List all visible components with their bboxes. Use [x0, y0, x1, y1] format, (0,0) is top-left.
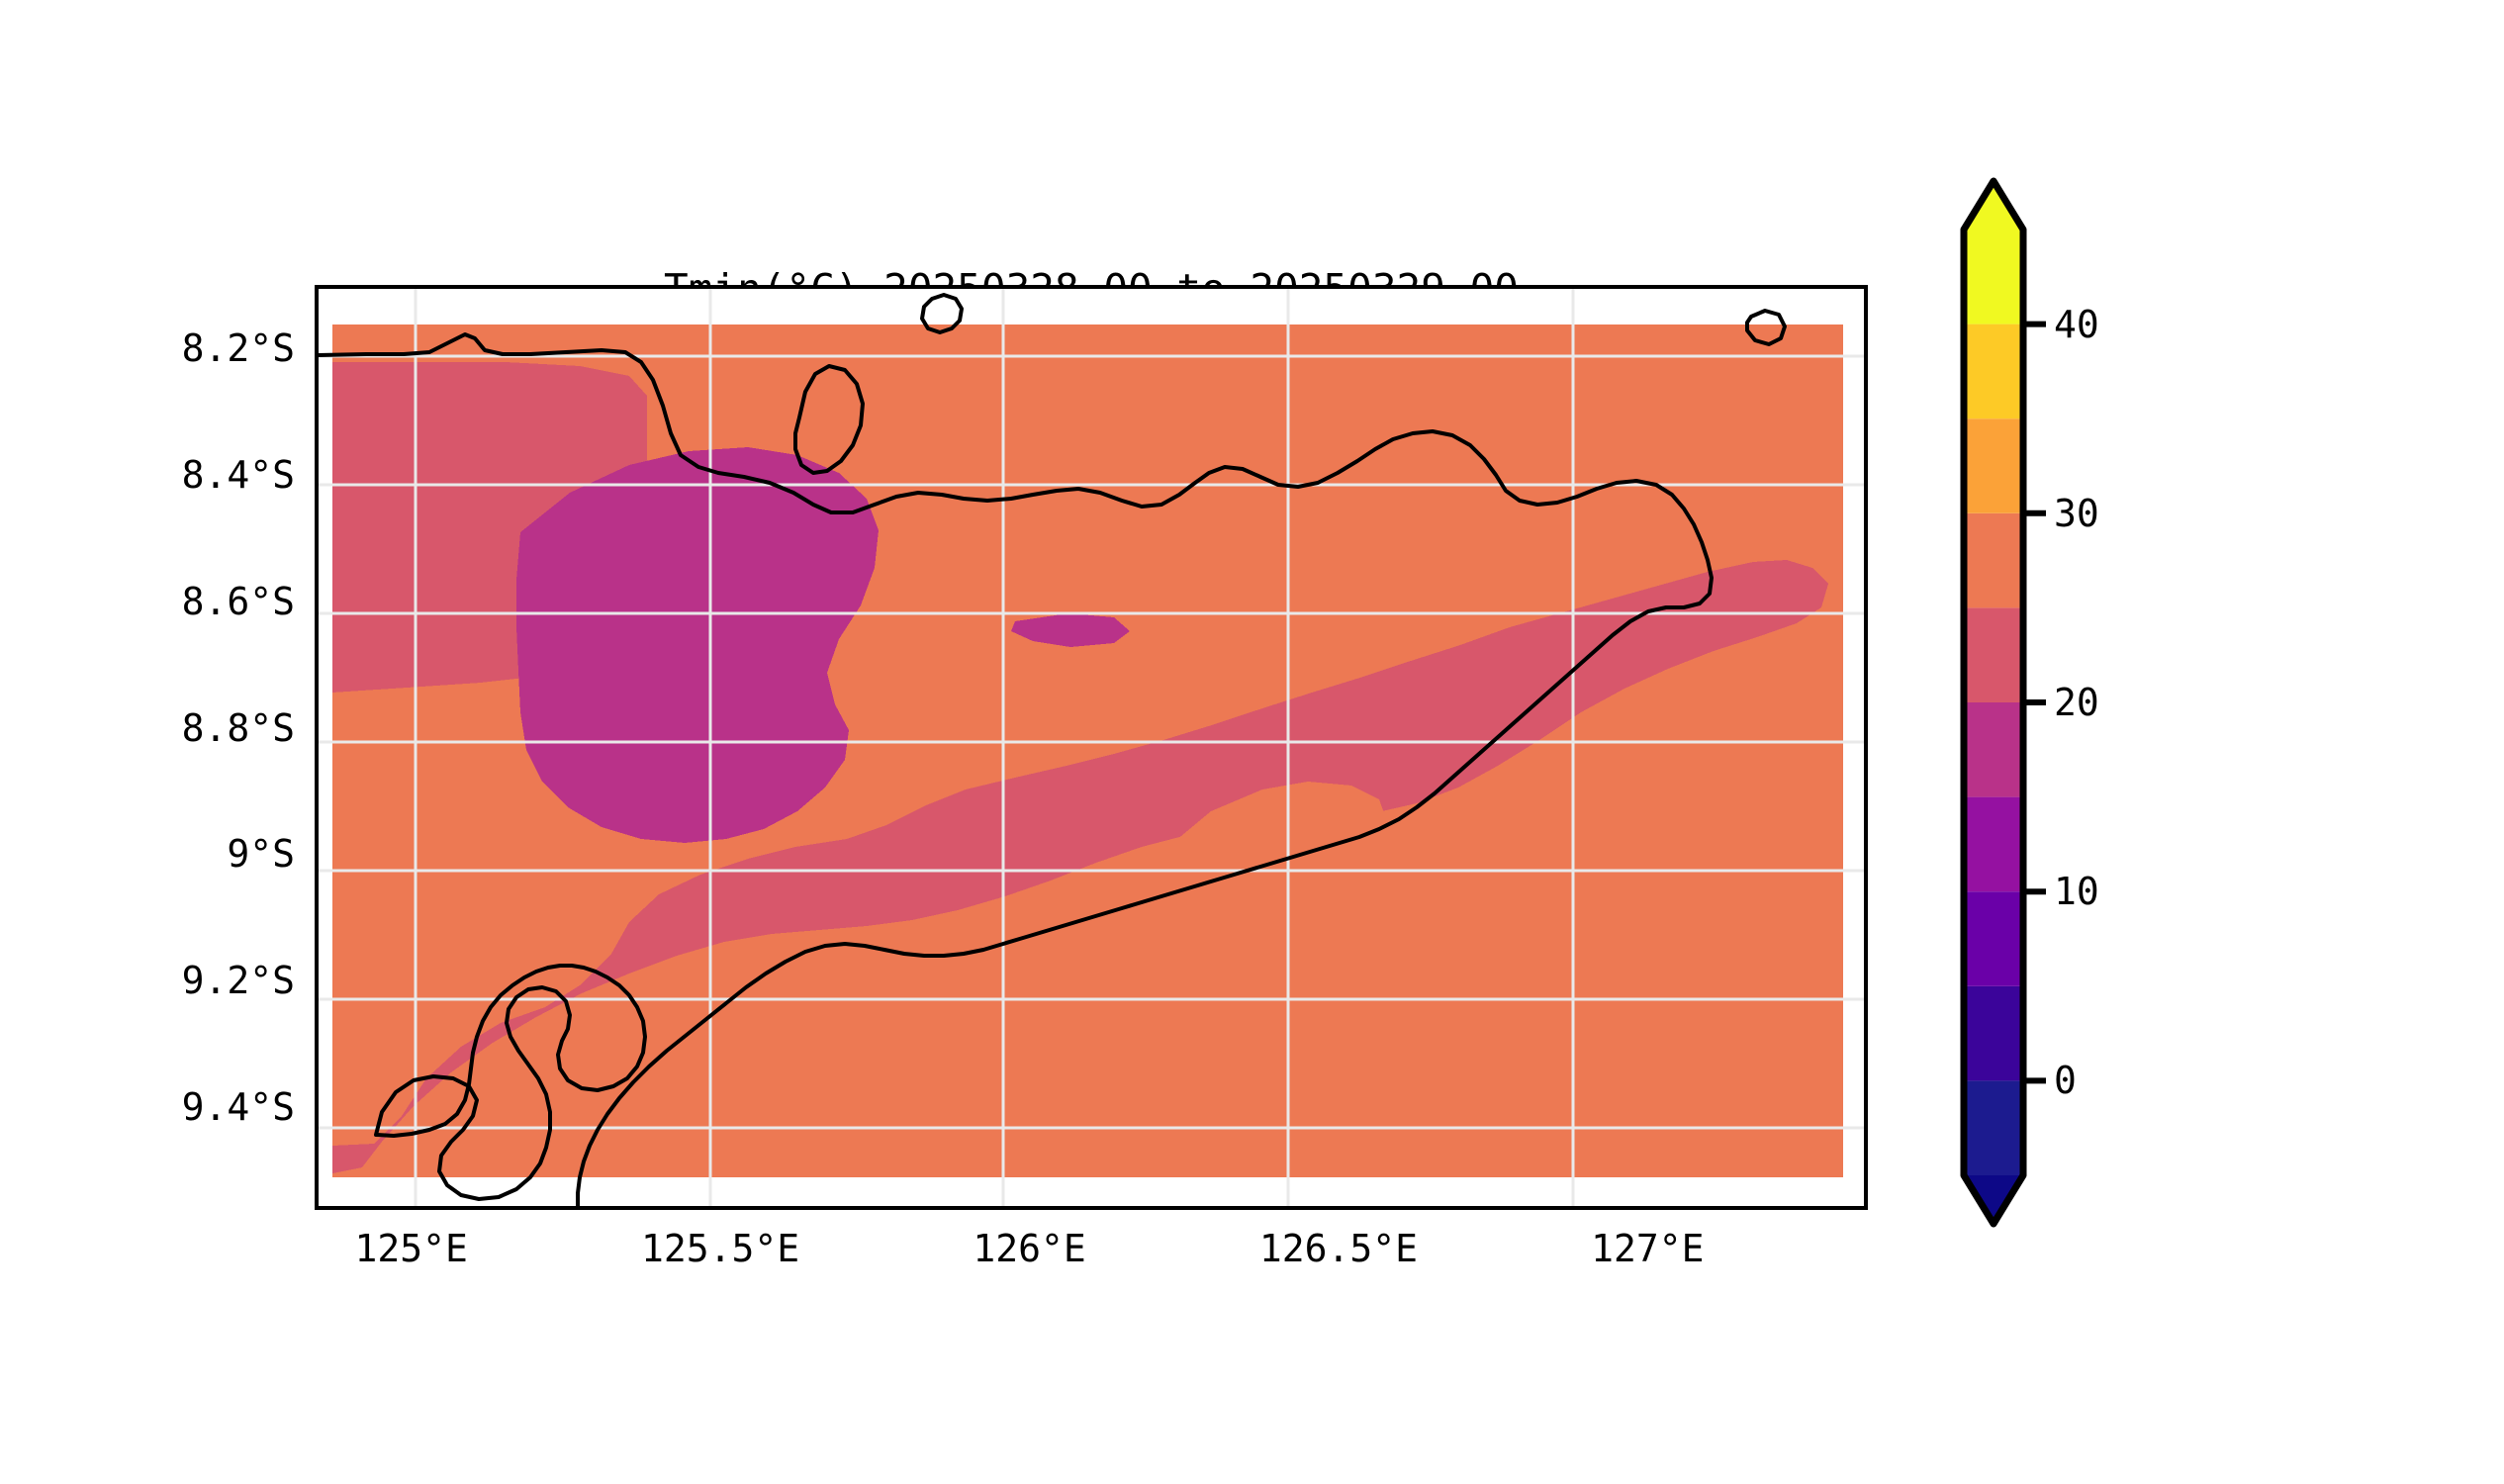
colorbar-tick-label: 10	[2054, 870, 2099, 913]
colorbar-band	[1964, 986, 2023, 1081]
colorbar-tick-label: 40	[2054, 303, 2099, 346]
colorbar-extend-max	[1964, 181, 2023, 230]
y-tick-label: 9.2°S	[182, 959, 295, 1002]
y-axis-tick-labels: 8.2°S 8.4°S 8.6°S 8.8°S 9°S 9.2°S 9.4°S	[109, 285, 297, 1210]
y-tick-label: 8.6°S	[182, 580, 295, 623]
y-tick-label: 8.8°S	[182, 706, 295, 750]
colorbar-tick-labels: 40 30 20 10 0	[2054, 178, 2232, 1227]
y-tick-label: 9°S	[227, 832, 295, 876]
colorbar-tick-label: 30	[2054, 492, 2099, 535]
y-tick-label: 8.4°S	[182, 453, 295, 497]
colorbar-band	[1964, 797, 2023, 892]
colorbar-band	[1964, 325, 2023, 419]
x-tick-label: 125°E	[355, 1227, 468, 1270]
colorbar-tick-label: 0	[2054, 1059, 2077, 1102]
colorbar-band	[1964, 891, 2023, 986]
colorbar-band	[1964, 607, 2023, 702]
x-tick-label: 127°E	[1591, 1227, 1704, 1270]
temperature-contour-fill	[332, 325, 1843, 1177]
colorbar[interactable]	[1961, 178, 2026, 1227]
x-axis-tick-labels: 125°E 125.5°E 126°E 126.5°E 127°E	[315, 1219, 1868, 1288]
colorbar-band	[1964, 230, 2023, 325]
colorbar-band	[1964, 418, 2023, 513]
x-tick-label: 125.5°E	[641, 1227, 799, 1270]
x-tick-label: 126.5°E	[1259, 1227, 1418, 1270]
colorbar-band	[1964, 702, 2023, 797]
colorbar-band	[1964, 513, 2023, 608]
y-tick-label: 9.4°S	[182, 1085, 295, 1129]
colorbar-bands	[1964, 181, 2023, 1224]
x-tick-label: 126°E	[973, 1227, 1085, 1270]
colorbar-extend-min	[1964, 1175, 2023, 1224]
figure-canvas: Tmin(°C) 20250328_00 to 20250329_00 Simu…	[0, 0, 2504, 1484]
map-axes[interactable]	[315, 285, 1868, 1210]
colorbar-tick-label: 20	[2054, 681, 2099, 724]
y-tick-label: 8.2°S	[182, 326, 295, 370]
colorbar-band	[1964, 1080, 2023, 1175]
map-clip-region	[319, 289, 1864, 1206]
